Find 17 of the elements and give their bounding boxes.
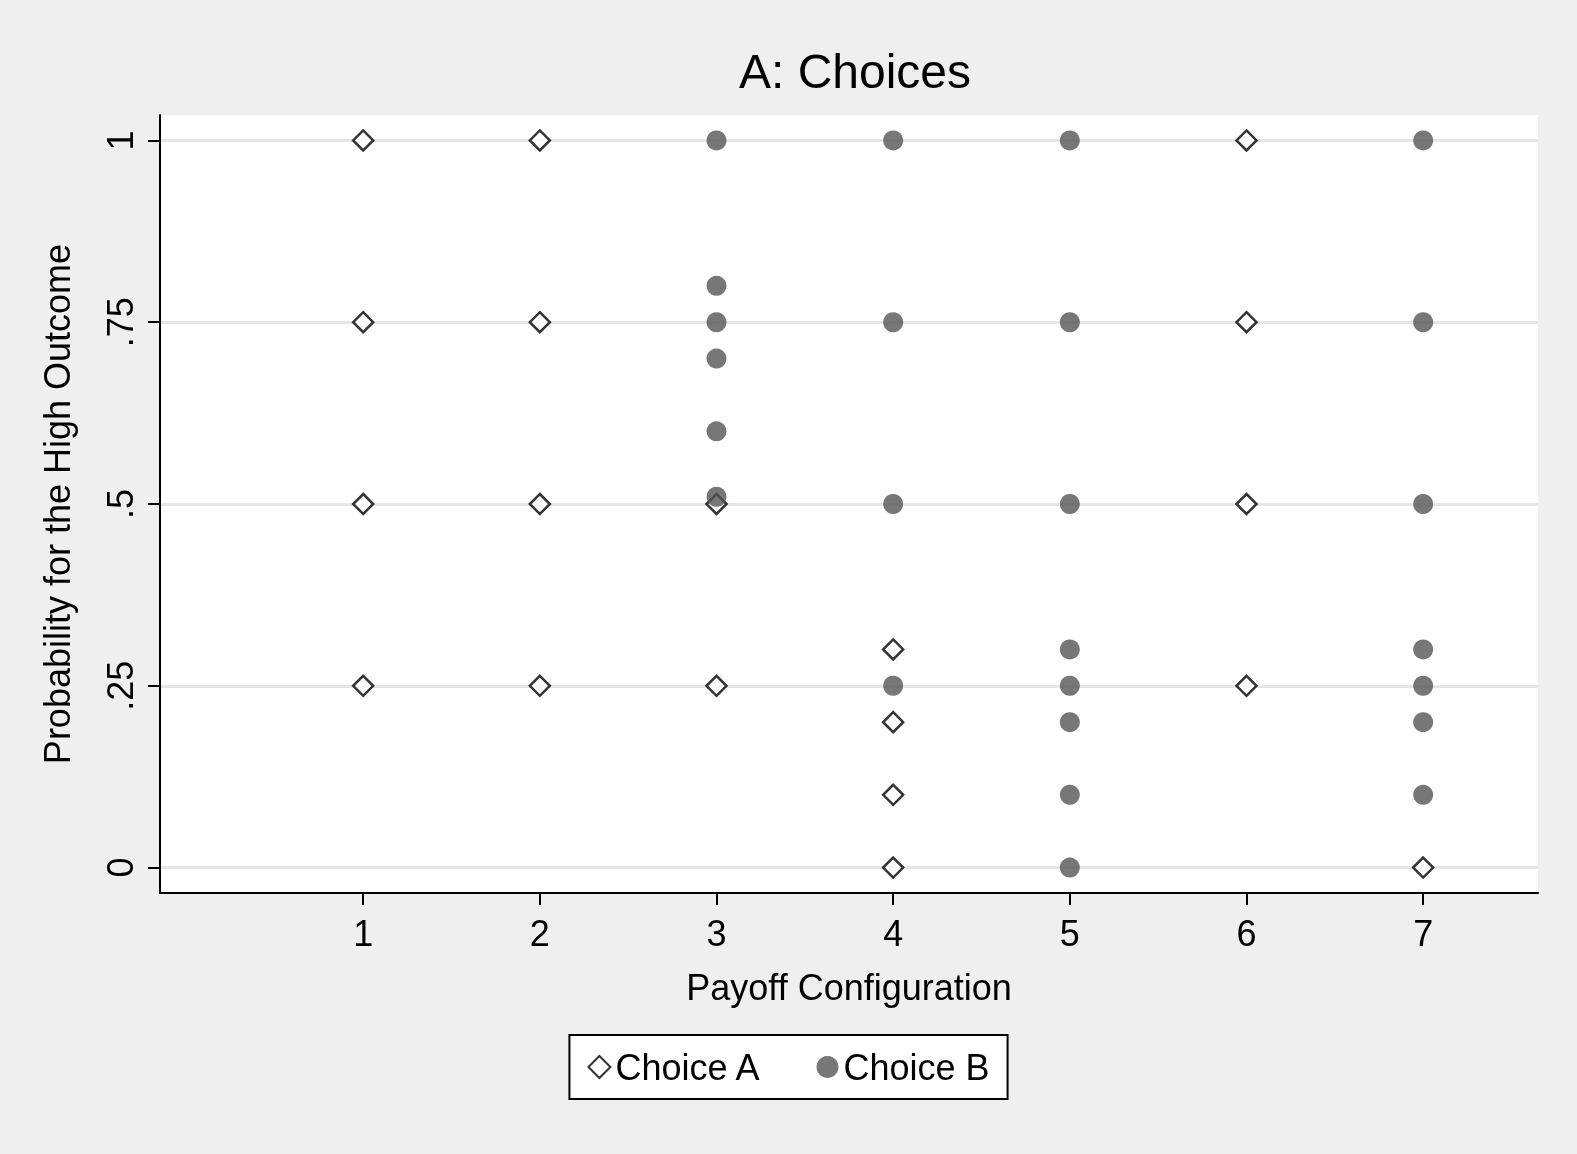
- x-tick-label: 4: [883, 912, 904, 954]
- y-tick-label: 1: [99, 130, 141, 151]
- y-tick-label: .75: [99, 297, 141, 348]
- legend-label: Choice B: [843, 1046, 990, 1088]
- x-tick-label: 1: [353, 912, 374, 954]
- x-tick-label: 6: [1236, 912, 1257, 954]
- x-axis-title: Payoff Configuration: [686, 966, 1012, 1008]
- y-tick-label: 0: [99, 857, 141, 878]
- x-tick-label: 3: [706, 912, 727, 954]
- y-tick-label: .5: [99, 488, 141, 520]
- chart-title: A: Choices: [738, 44, 972, 98]
- x-tick-label: 7: [1413, 912, 1434, 954]
- x-tick-label: 5: [1059, 912, 1080, 954]
- y-axis-title: Probability for the High Outcome: [36, 243, 78, 765]
- x-tick-label: 2: [529, 912, 550, 954]
- legend-label: Choice A: [615, 1046, 760, 1088]
- y-tick-label: .25: [99, 660, 141, 711]
